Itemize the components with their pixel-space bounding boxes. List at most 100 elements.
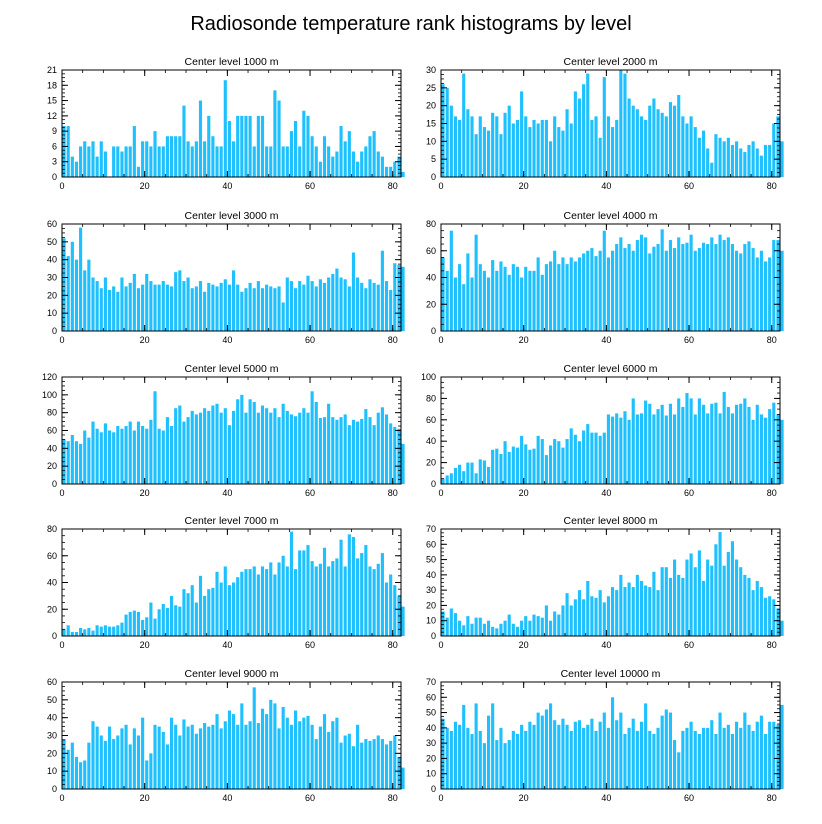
histogram-bar [515, 266, 520, 331]
histogram-bar [569, 605, 573, 636]
histogram-bar [466, 462, 470, 484]
histogram-bar [294, 569, 298, 637]
histogram-bar [277, 100, 281, 177]
histogram-bar [557, 724, 561, 789]
histogram-bar [478, 459, 482, 484]
histogram-bar [116, 735, 120, 789]
histogram-bar [499, 623, 503, 636]
histogram-bar [755, 580, 759, 636]
histogram-bar [606, 116, 610, 177]
x-tick-label: 60 [684, 488, 694, 498]
histogram-bar [116, 291, 120, 331]
histogram-bar [306, 275, 310, 331]
histogram-bar [227, 710, 231, 789]
histogram-panel-4: Center level 4000 m 0 20 40 60 80 0 20 40 60 80 [426, 210, 784, 345]
histogram-bar [368, 740, 372, 789]
histogram-bar [401, 266, 405, 331]
histogram-bar [227, 425, 231, 484]
histogram-bar [466, 616, 470, 636]
histogram-bar [615, 244, 619, 331]
histogram-bar [128, 611, 132, 636]
histogram-bar [611, 127, 615, 177]
histogram-bar [689, 234, 693, 331]
histogram-bar [87, 627, 91, 636]
histogram-bar [602, 602, 606, 636]
x-tick-label: 0 [438, 335, 443, 345]
histogram-bar [178, 270, 182, 331]
histogram-bar [66, 126, 70, 177]
histogram-bar [611, 416, 615, 484]
histogram-bar [186, 726, 190, 789]
histogram-bar [739, 403, 743, 484]
histogram-bar [368, 417, 372, 485]
x-tick-label: 60 [684, 335, 694, 345]
histogram-bar [74, 259, 79, 331]
histogram-bar [244, 288, 248, 331]
histogram-bar [169, 426, 174, 484]
histogram-bar [161, 146, 165, 177]
y-tick-label: 60 [426, 692, 436, 702]
histogram-bar [149, 602, 153, 636]
histogram-bar [306, 412, 310, 484]
histogram-bar [557, 264, 561, 332]
histogram-bar [248, 115, 252, 177]
histogram-bar [132, 273, 136, 331]
histogram-bar [594, 432, 598, 484]
histogram-bar [294, 288, 298, 331]
histogram-bar [335, 558, 339, 636]
histogram-bar [141, 426, 145, 484]
histogram-bar [107, 726, 112, 789]
histogram-bar [528, 620, 532, 636]
y-tick-label: 3 [52, 157, 57, 167]
histogram-bar [298, 146, 302, 177]
histogram-bar [627, 582, 631, 636]
histogram-bar [219, 728, 223, 789]
histogram-bar [145, 273, 149, 331]
histogram-bar [611, 250, 615, 331]
histogram-bar [136, 611, 141, 636]
histogram-bar [132, 728, 136, 789]
histogram-bar [726, 237, 730, 332]
histogram-bar [182, 589, 186, 636]
histogram-bar [631, 718, 635, 789]
histogram-bar [364, 288, 368, 331]
histogram-bar [318, 279, 322, 331]
histogram-bar [511, 264, 515, 332]
x-tick-label: 0 [59, 488, 64, 498]
histogram-bar [153, 724, 157, 789]
histogram-bar [495, 740, 499, 789]
histogram-bar [95, 156, 99, 177]
y-tick-label: 60 [47, 426, 57, 436]
panel-title: Center level 4000 m [564, 210, 658, 222]
histogram-bar [582, 253, 586, 331]
histogram-bar [594, 256, 598, 331]
histogram-bar [236, 724, 240, 789]
histogram-bar [453, 613, 458, 636]
histogram-bar [186, 417, 190, 485]
histogram-bar [273, 408, 277, 484]
histogram-bar [763, 144, 768, 177]
histogram-bar [780, 704, 784, 789]
histogram-bar [540, 439, 544, 484]
histogram-bar [714, 733, 718, 789]
histogram-bar [569, 730, 573, 789]
panel-title: Center level 5000 m [185, 363, 279, 375]
x-tick-label: 80 [767, 181, 777, 191]
histogram-bar [310, 281, 314, 331]
histogram-bar [656, 244, 660, 331]
histogram-bar [458, 724, 462, 789]
histogram-bar [639, 234, 644, 331]
histogram-bar [207, 589, 211, 636]
histogram-bar [594, 597, 598, 636]
histogram-bar [372, 131, 376, 177]
x-tick-label: 80 [767, 793, 777, 803]
histogram-bar [768, 257, 772, 331]
histogram-bar [714, 402, 718, 484]
histogram-bar [182, 281, 186, 331]
histogram-bar [190, 288, 194, 331]
histogram-bar [389, 574, 393, 636]
y-tick-label: 25 [426, 83, 436, 93]
histogram-bar [136, 288, 141, 331]
y-tick-label: 20 [47, 748, 57, 758]
x-tick-label: 80 [388, 488, 398, 498]
